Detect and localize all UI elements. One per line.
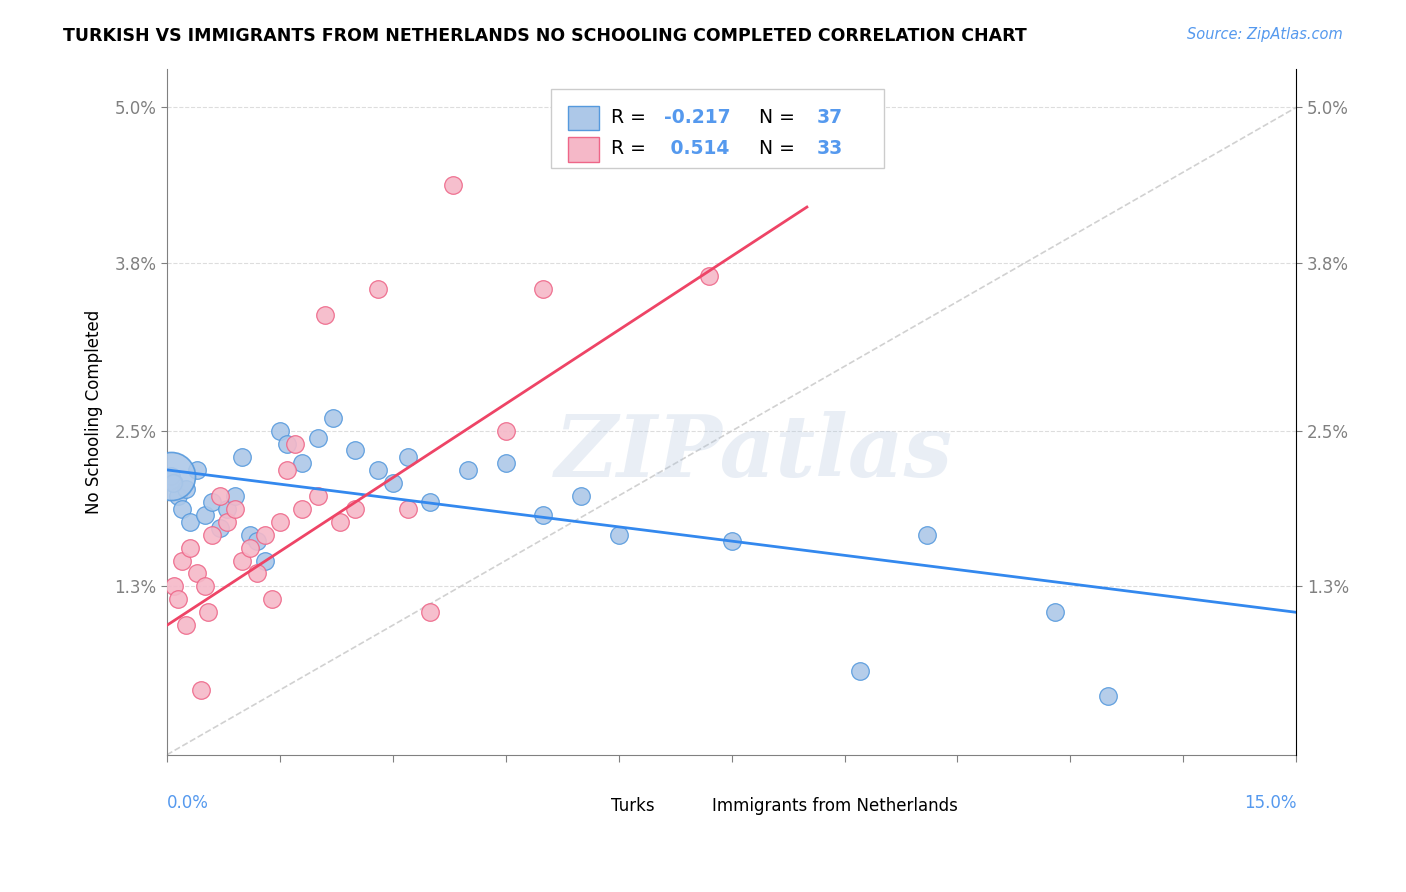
Point — [262, 592, 284, 607]
Point — [322, 411, 344, 425]
Text: N =: N = — [741, 139, 800, 158]
Point — [163, 475, 186, 490]
Point — [531, 508, 554, 523]
Point — [1045, 605, 1067, 619]
Point — [284, 437, 307, 451]
Point — [239, 541, 262, 555]
Point — [457, 463, 479, 477]
Point — [246, 566, 269, 581]
Text: 37: 37 — [817, 108, 842, 127]
Text: 0.514: 0.514 — [664, 139, 730, 158]
Point — [276, 437, 298, 451]
Point — [197, 605, 219, 619]
Text: -0.217: -0.217 — [664, 108, 731, 127]
Point — [231, 553, 253, 567]
Text: 33: 33 — [817, 139, 842, 158]
Text: N =: N = — [741, 108, 800, 127]
Point — [217, 501, 239, 516]
Point — [253, 527, 276, 541]
Point — [1097, 690, 1119, 704]
Point — [291, 501, 314, 516]
Point — [329, 515, 352, 529]
Point — [208, 489, 231, 503]
Y-axis label: No Schooling Completed: No Schooling Completed — [86, 310, 103, 514]
Point — [239, 527, 262, 541]
Point — [163, 579, 186, 593]
Point — [246, 534, 269, 549]
Point — [201, 527, 224, 541]
Text: Source: ZipAtlas.com: Source: ZipAtlas.com — [1187, 27, 1343, 42]
Point — [441, 178, 464, 192]
Point — [167, 489, 190, 503]
Point — [495, 457, 517, 471]
Point — [419, 495, 441, 509]
Text: R =: R = — [610, 108, 651, 127]
Point — [269, 515, 291, 529]
Point — [314, 308, 336, 322]
FancyBboxPatch shape — [551, 89, 884, 168]
FancyBboxPatch shape — [568, 105, 599, 130]
FancyBboxPatch shape — [681, 798, 706, 819]
Point — [170, 553, 193, 567]
Point — [159, 469, 181, 483]
Point — [217, 515, 239, 529]
Point — [159, 469, 181, 483]
Point — [531, 282, 554, 296]
Point — [344, 443, 367, 458]
Point — [269, 424, 291, 438]
Point — [848, 664, 870, 678]
Point — [720, 534, 742, 549]
Point — [201, 495, 224, 509]
Point — [208, 521, 231, 535]
Point — [367, 463, 389, 477]
Point — [167, 592, 190, 607]
Point — [495, 424, 517, 438]
Point — [190, 683, 212, 698]
Point — [179, 515, 201, 529]
Point — [396, 450, 419, 464]
Point — [231, 450, 253, 464]
Point — [917, 527, 939, 541]
Point — [179, 541, 201, 555]
Point — [307, 430, 329, 444]
Point — [276, 463, 298, 477]
FancyBboxPatch shape — [579, 798, 605, 819]
Point — [194, 579, 217, 593]
Text: R =: R = — [610, 139, 651, 158]
Point — [194, 508, 217, 523]
Point — [291, 457, 314, 471]
Point — [344, 501, 367, 516]
Point — [253, 553, 276, 567]
Text: Immigrants from Netherlands: Immigrants from Netherlands — [713, 797, 959, 814]
Point — [607, 527, 630, 541]
Point — [224, 489, 246, 503]
Text: TURKISH VS IMMIGRANTS FROM NETHERLANDS NO SCHOOLING COMPLETED CORRELATION CHART: TURKISH VS IMMIGRANTS FROM NETHERLANDS N… — [63, 27, 1026, 45]
Point — [697, 268, 720, 283]
Text: 0.0%: 0.0% — [167, 794, 209, 812]
Point — [569, 489, 592, 503]
Text: 15.0%: 15.0% — [1244, 794, 1296, 812]
Text: ZIPatlas: ZIPatlas — [555, 411, 953, 494]
Point — [307, 489, 329, 503]
Point — [170, 501, 193, 516]
Point — [162, 475, 184, 490]
Point — [174, 483, 197, 497]
Point — [381, 475, 404, 490]
FancyBboxPatch shape — [568, 137, 599, 161]
Point — [396, 501, 419, 516]
Text: Turks: Turks — [610, 797, 654, 814]
Point — [186, 566, 208, 581]
Point — [367, 282, 389, 296]
Point — [174, 618, 197, 632]
Point — [419, 605, 441, 619]
Point — [186, 463, 208, 477]
Point — [224, 501, 246, 516]
